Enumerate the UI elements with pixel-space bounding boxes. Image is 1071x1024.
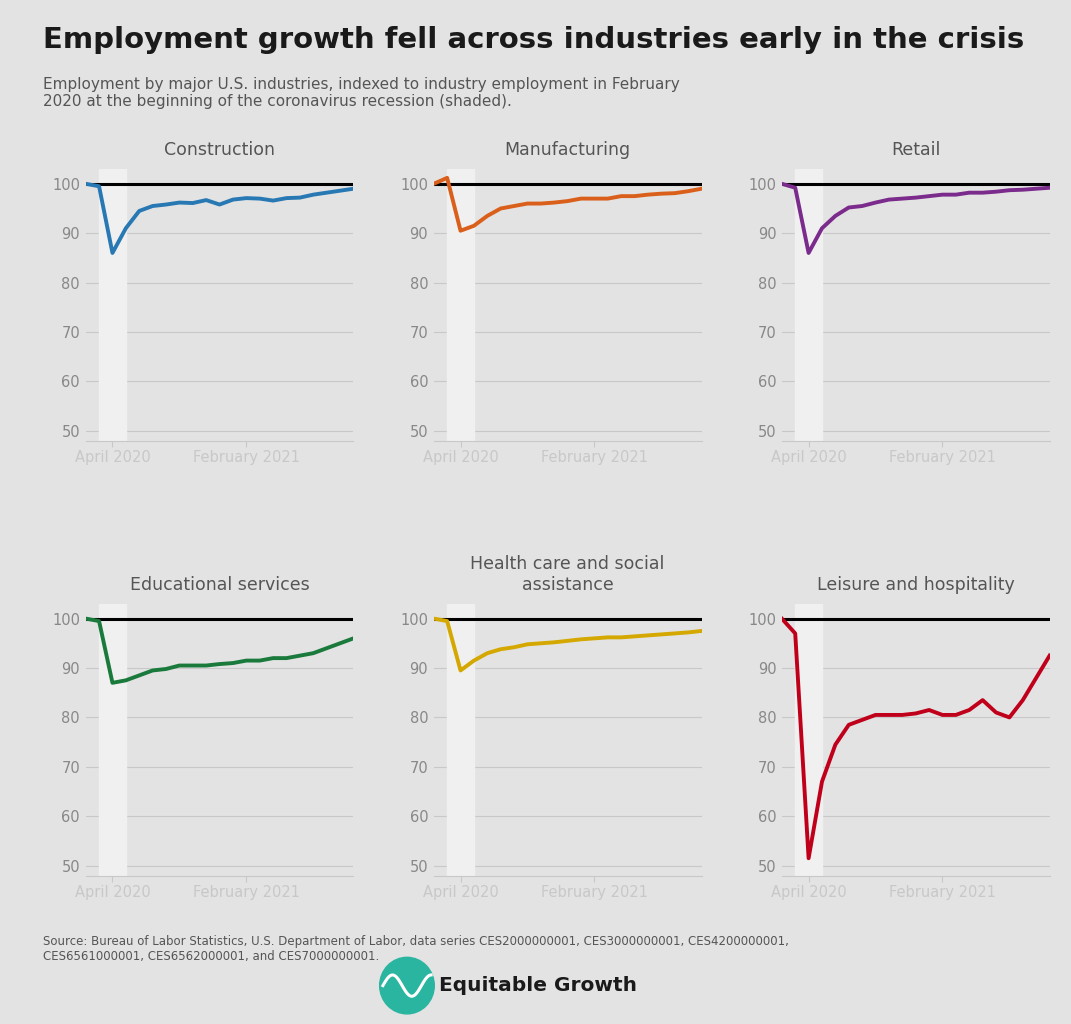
Text: Employment by major U.S. industries, indexed to industry employment in February
: Employment by major U.S. industries, ind…: [43, 77, 680, 110]
Text: Equitable Growth: Equitable Growth: [439, 976, 637, 995]
Title: Construction: Construction: [164, 141, 275, 159]
Title: Leisure and hospitality: Leisure and hospitality: [817, 575, 1014, 594]
Ellipse shape: [379, 957, 435, 1014]
Bar: [448, 169, 474, 440]
Bar: [100, 169, 126, 440]
Bar: [448, 604, 474, 876]
Title: Educational services: Educational services: [130, 575, 310, 594]
Text: Source: Bureau of Labor Statistics, U.S. Department of Labor, data series CES200: Source: Bureau of Labor Statistics, U.S.…: [43, 935, 788, 963]
Bar: [100, 604, 126, 876]
Bar: [795, 169, 821, 440]
Text: Employment growth fell across industries early in the crisis: Employment growth fell across industries…: [43, 26, 1024, 53]
Title: Health care and social
assistance: Health care and social assistance: [470, 555, 665, 594]
Title: Manufacturing: Manufacturing: [504, 141, 631, 159]
Bar: [795, 604, 821, 876]
Title: Retail: Retail: [891, 141, 940, 159]
